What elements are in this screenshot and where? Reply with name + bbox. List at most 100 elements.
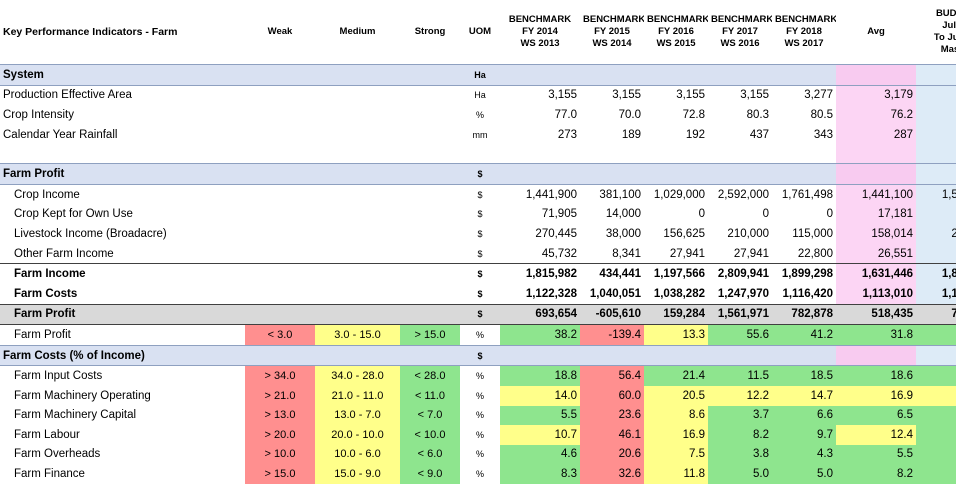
section-blank bbox=[644, 163, 708, 185]
benchmark-value: 1,040,051 bbox=[589, 287, 641, 300]
farm-profit-total-row: Farm Profit $693,654 -605,610 159,284 1,561,… bbox=[0, 303, 956, 326]
avg-value: 8.2 bbox=[836, 464, 916, 484]
benchmark-value: 2,592,000 bbox=[717, 188, 769, 201]
benchmark-value: 9.7 bbox=[772, 425, 836, 445]
budget-value: 1,150,937 bbox=[916, 283, 956, 305]
section-blank bbox=[772, 64, 836, 86]
table-row: Farm Machinery Capital > 13.0 13.0 - 7.0 < … bbox=[0, 405, 956, 426]
section-title: System bbox=[0, 64, 245, 86]
benchmark-value: 77.0 bbox=[554, 108, 577, 121]
medium-threshold: 34.0 - 28.0 bbox=[315, 365, 400, 386]
benchmark-value: 0 bbox=[826, 208, 833, 221]
benchmark-value: 23.6 bbox=[580, 405, 644, 426]
blank-row bbox=[0, 144, 956, 164]
medium-header: Medium bbox=[339, 26, 376, 37]
benchmark-value: 32.6 bbox=[580, 464, 644, 484]
row-label: Farm Machinery Capital bbox=[14, 409, 137, 422]
threshold-blank bbox=[400, 244, 460, 264]
section-blank bbox=[500, 163, 580, 185]
avg-value: 518,435 bbox=[836, 303, 916, 326]
benchmark-value: 156,625 bbox=[663, 227, 705, 240]
section-blank bbox=[245, 163, 315, 185]
benchmark-value: 4.6 bbox=[500, 444, 580, 465]
benchmark-value: 1,038,282 bbox=[653, 287, 705, 300]
benchmark-value: 0 bbox=[762, 208, 769, 221]
avg-value: 18.6 bbox=[836, 365, 916, 386]
section-blank bbox=[580, 163, 644, 185]
row-label: Calendar Year Rainfall bbox=[3, 128, 118, 141]
strong-threshold: > 15.0 bbox=[400, 324, 460, 346]
avg-value: 287 bbox=[836, 124, 916, 145]
weak-threshold: > 10.0 bbox=[245, 444, 315, 465]
benchmark-value: 3,155 bbox=[676, 89, 705, 102]
blank-cell bbox=[245, 144, 315, 164]
threshold-blank bbox=[400, 284, 460, 304]
table-row: Farm Finance > 15.0 15.0 - 9.0 < 9.0% 8.3 32.… bbox=[0, 464, 956, 484]
weak-threshold: < 3.0 bbox=[245, 324, 315, 346]
benchmark-value: 434,441 bbox=[580, 263, 644, 284]
benchmark-value: 21.4 bbox=[644, 365, 708, 386]
budget-value: 210,000 bbox=[916, 224, 956, 244]
budget-value: 4.3 bbox=[916, 444, 956, 465]
medium-threshold: 20.0 - 10.0 bbox=[315, 425, 400, 445]
benchmark-value: 1,899,298 bbox=[772, 263, 836, 284]
row-uom: $ bbox=[477, 189, 483, 200]
benchmark-value: 27,941 bbox=[669, 247, 705, 260]
blank-budget bbox=[916, 144, 956, 164]
benchmark-value: 1,116,420 bbox=[782, 287, 833, 300]
section-blank bbox=[400, 163, 460, 185]
strong-threshold: < 9.0 bbox=[400, 464, 460, 484]
row-label: Farm Profit bbox=[0, 303, 245, 326]
benchmark-value: 11.8 bbox=[644, 464, 708, 484]
table-row: Other Farm Income $45,732 8,341 27,941 27,94… bbox=[0, 243, 956, 264]
avg-value: 5.5 bbox=[836, 444, 916, 465]
benchmark-header-1: BENCHMARK FY 2014 WS 2013 bbox=[508, 14, 572, 49]
blank-cell bbox=[315, 144, 400, 164]
budget-value: 732,060 bbox=[916, 303, 956, 326]
farm-costs-row: Farm Costs $1,122,328 1,040,051 1,038,282 1,… bbox=[0, 283, 956, 305]
benchmark-header-4: BENCHMARK FY 2017 WS 2016 bbox=[711, 14, 772, 49]
benchmark-value: 13.3 bbox=[644, 324, 708, 346]
section-blank bbox=[315, 163, 400, 185]
budget-header: BUDGETJul-17To Jun-18Master bbox=[933, 8, 956, 55]
section-blank bbox=[400, 344, 460, 367]
section-budget bbox=[916, 64, 956, 86]
threshold-blank bbox=[315, 224, 400, 244]
row-uom: $ bbox=[460, 303, 500, 326]
farm-profit-pct-row: Farm Profit < 3.0 3.0 - 15.0 > 15.0% 38.2 -13… bbox=[0, 324, 956, 346]
benchmark-value: 12.2 bbox=[708, 385, 772, 406]
benchmark-value: 8.6 bbox=[644, 405, 708, 426]
avg-value: 158,014 bbox=[836, 224, 916, 244]
section-blank bbox=[500, 64, 580, 86]
benchmark-value: 159,284 bbox=[644, 303, 708, 326]
benchmark-value: 80.3 bbox=[746, 108, 769, 121]
benchmark-value: 5.0 bbox=[772, 464, 836, 484]
benchmark-value: 437 bbox=[749, 128, 769, 141]
section-blank bbox=[500, 344, 580, 367]
benchmark-value: 71,905 bbox=[541, 208, 577, 221]
avg-value: 1,631,446 bbox=[836, 263, 916, 284]
threshold-blank bbox=[315, 85, 400, 105]
benchmark-value: 45,732 bbox=[541, 247, 577, 260]
header-row: Key Performance Indicators - Farm Weak M… bbox=[0, 0, 956, 65]
benchmark-value: 14.7 bbox=[772, 385, 836, 406]
benchmark-value: 72.8 bbox=[682, 108, 705, 121]
benchmark-value: 3.7 bbox=[708, 405, 772, 426]
avg-value: 12.4 bbox=[836, 425, 916, 445]
benchmark-value: 56.4 bbox=[580, 365, 644, 386]
benchmark-value: 192 bbox=[685, 128, 705, 141]
threshold-blank bbox=[400, 125, 460, 145]
benchmark-value: 16.9 bbox=[644, 425, 708, 445]
threshold-blank bbox=[245, 205, 315, 225]
avg-value: 1,113,010 bbox=[836, 283, 916, 305]
benchmark-value: 14,000 bbox=[605, 208, 641, 221]
uom-header: UOM bbox=[468, 26, 492, 37]
row-label: Livestock Income (Broadacre) bbox=[14, 227, 167, 240]
benchmark-value: 343 bbox=[813, 128, 833, 141]
strong-threshold: < 11.0 bbox=[400, 385, 460, 406]
threshold-blank bbox=[315, 125, 400, 145]
benchmark-header-3: BENCHMARK FY 2016 WS 2015 bbox=[647, 14, 708, 49]
threshold-blank bbox=[245, 284, 315, 304]
benchmark-value: 8.2 bbox=[708, 425, 772, 445]
